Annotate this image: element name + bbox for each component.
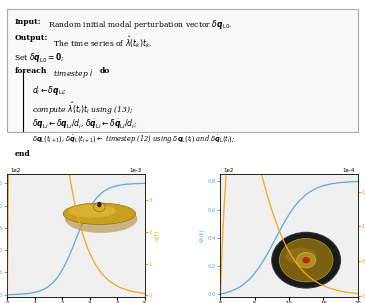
Text: 1e2: 1e2 (10, 168, 20, 173)
Text: 1e2: 1e2 (223, 168, 233, 173)
Text: compute $\hat{\lambda}(t_i)t_i$ using (13);: compute $\hat{\lambda}(t_i)t_i$ using (1… (32, 100, 133, 117)
Y-axis label: tλ(t): tλ(t) (200, 229, 205, 242)
Text: $\delta\boldsymbol{q}_{\mathrm{L}i} \leftarrow \delta\boldsymbol{q}_{\mathrm{L}i: $\delta\boldsymbol{q}_{\mathrm{L}i} \lef… (32, 117, 138, 131)
Text: timestep $i$: timestep $i$ (51, 67, 94, 80)
Text: $\delta\boldsymbol{q}_{\mathrm{L}}(t_{i+1})$, $\delta\dot{\boldsymbol{q}}_{\math: $\delta\boldsymbol{q}_{\mathrm{L}}(t_{i+… (32, 133, 235, 146)
Y-axis label: α(t): α(t) (155, 230, 160, 241)
Text: 1e-4: 1e-4 (343, 168, 355, 173)
Text: $d_i \leftarrow \delta\boldsymbol{q}_{\mathrm{L}i}$;: $d_i \leftarrow \delta\boldsymbol{q}_{\m… (32, 84, 67, 97)
Text: end: end (14, 150, 30, 158)
Text: Set $\delta\dot{\boldsymbol{q}}_{\mathrm{L0}} = \mathbf{0}$;: Set $\delta\dot{\boldsymbol{q}}_{\mathrm… (14, 51, 65, 65)
Text: 1e-3: 1e-3 (130, 168, 142, 173)
FancyBboxPatch shape (7, 9, 358, 132)
Text: Input:: Input: (14, 18, 41, 26)
Text: foreach: foreach (14, 67, 47, 75)
Text: do: do (100, 67, 110, 75)
Text: Random initial modal perturbation vector $\delta\boldsymbol{q}_{\mathrm{L0}}$.: Random initial modal perturbation vector… (46, 18, 232, 31)
Text: The time series of $\hat{\lambda}(t_k)t_k$.: The time series of $\hat{\lambda}(t_k)t_… (51, 34, 152, 50)
Text: Output:: Output: (14, 34, 48, 42)
